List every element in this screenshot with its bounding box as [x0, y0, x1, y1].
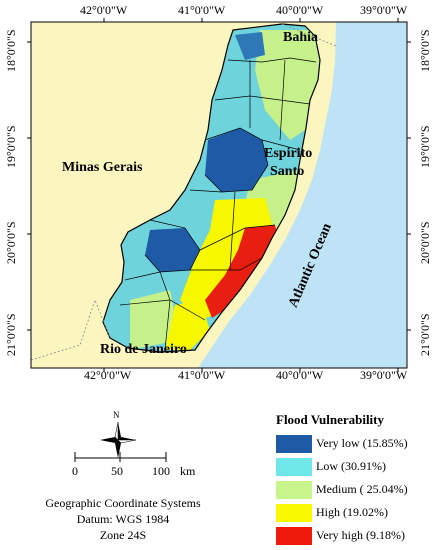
legend-label: High (19.02%): [316, 505, 388, 519]
legend-swatch: [276, 503, 312, 522]
crs-line: Geographic Coordinate Systems: [45, 496, 201, 510]
legend-item-high: High (19.02%): [276, 501, 436, 524]
graticule-ticks: [27, 18, 411, 372]
legend-title: Flood Vulnerability: [276, 412, 384, 427]
legend-swatch: [276, 526, 312, 545]
legend-item-low: Low (30.91%): [276, 455, 436, 478]
longitude-label-bottom: 39°0'0"W: [360, 368, 408, 382]
latitude-label-right: 20°0'0"S: [418, 221, 432, 264]
scale-unit: km: [180, 464, 196, 478]
legend-item-very-high: Very high (9.18%): [276, 524, 436, 547]
longitude-label-top: 42°0'0"W: [80, 3, 128, 17]
longitude-label-top: 41°0'0"W: [178, 3, 226, 17]
longitude-label-top: 40°0'0"W: [276, 3, 324, 17]
longitude-label-bottom: 40°0'0"W: [276, 368, 324, 382]
map-canvas: [27, 18, 411, 372]
label-minas-gerais: Minas Gerais: [62, 160, 143, 175]
legend-item-medium: Medium ( 25.04%): [276, 478, 436, 501]
legend-swatch: [276, 457, 312, 476]
legend-label: Low (30.91%): [316, 459, 386, 473]
latitude-label-left: 19°0'0"S: [4, 125, 18, 168]
legend-label: Very low (15.85%): [316, 436, 408, 450]
latitude-label-right: 19°0'0"S: [418, 125, 432, 168]
scale-bar-graphic: [74, 452, 167, 462]
latitude-label-right: 18°0'0"S: [418, 29, 432, 72]
scale-tick-label: 50: [111, 464, 123, 478]
latitude-label-left: 20°0'0"S: [4, 221, 18, 264]
legend: Flood Vulnerability Very low (15.85%) Lo…: [276, 412, 436, 547]
state-borders: [30, 23, 337, 361]
longitude-label-top: 39°0'0"W: [360, 3, 408, 17]
north-label: N: [113, 410, 120, 420]
label-espirito-santo-line1: Espirito: [264, 146, 313, 161]
label-espirito-santo-line2: Santo: [270, 164, 305, 179]
legend-swatch: [276, 480, 312, 499]
latitude-label-left: 18°0'0"S: [4, 29, 18, 72]
north-arrow: N: [98, 410, 138, 460]
crs-line: Datum: WGS 1984: [76, 512, 170, 526]
longitude-label-bottom: 42°0'0"W: [84, 368, 132, 382]
espirito-santo-outline: [102, 23, 321, 353]
map-frame: 42°0'0"W 41°0'0"W 40°0'0"W 39°0'0"W 42°0…: [4, 3, 432, 382]
latitude-label-right: 21°0'0"S: [418, 313, 432, 356]
legend-label: Medium ( 25.04%): [316, 482, 408, 496]
compass-icon: [100, 421, 137, 458]
coordinate-system-info: Geographic Coordinate Systems Datum: WGS…: [28, 495, 218, 543]
longitude-label-bottom: 41°0'0"W: [178, 368, 226, 382]
legend-label: Very high (9.18%): [316, 528, 405, 542]
label-bahia: Bahia: [283, 30, 319, 45]
municipal-boundaries: [119, 57, 317, 351]
legend-item-very-low: Very low (15.85%): [276, 432, 436, 455]
map-border: [30, 21, 408, 369]
scale-tick-label: 100: [152, 464, 170, 478]
crs-line: Zone 24S: [99, 528, 147, 542]
ocean-area: [198, 22, 407, 368]
latitude-label-left: 21°0'0"S: [4, 313, 18, 356]
legend-swatch: [276, 434, 312, 453]
label-rio-de-janeiro: Rio de Janeiro: [100, 342, 187, 357]
scale-tick-label: 0: [72, 464, 78, 478]
